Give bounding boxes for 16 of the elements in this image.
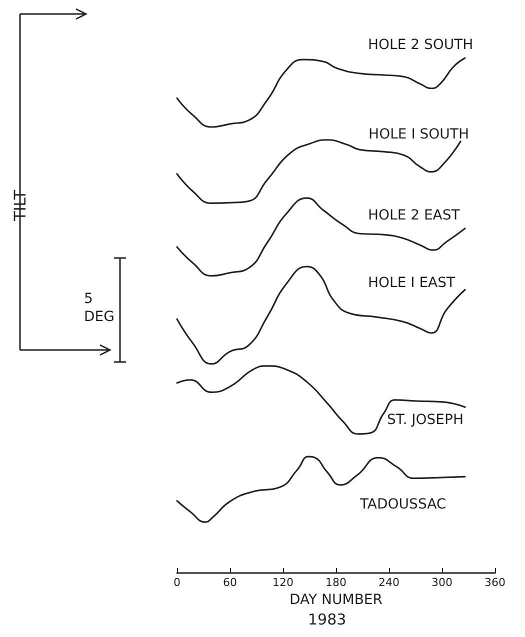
x-tick-label: 180 (326, 576, 346, 589)
x-axis-title: DAY NUMBER (289, 592, 383, 608)
x-tick-label: 60 (223, 576, 237, 589)
series-label: HOLE 2 EAST (368, 207, 460, 224)
series-label: TADOUSSAC (358, 496, 446, 513)
x-tick-label: 300 (432, 576, 452, 589)
text: 5 DEG (84, 291, 114, 325)
series-label: HOLE 2 SOUTH (368, 37, 474, 53)
x-tick-label: 240 (378, 576, 400, 589)
series-label: HOLE I EAST (368, 274, 456, 291)
x-tick-label: 0 (174, 576, 180, 589)
x-tick-label: 120 (272, 576, 294, 589)
text: 1983 (308, 610, 346, 628)
series-label: HOLE I SOUTH (368, 126, 470, 142)
series-label: ST. JOSEPH (386, 412, 464, 428)
x-tick-label: 360 (484, 576, 506, 589)
